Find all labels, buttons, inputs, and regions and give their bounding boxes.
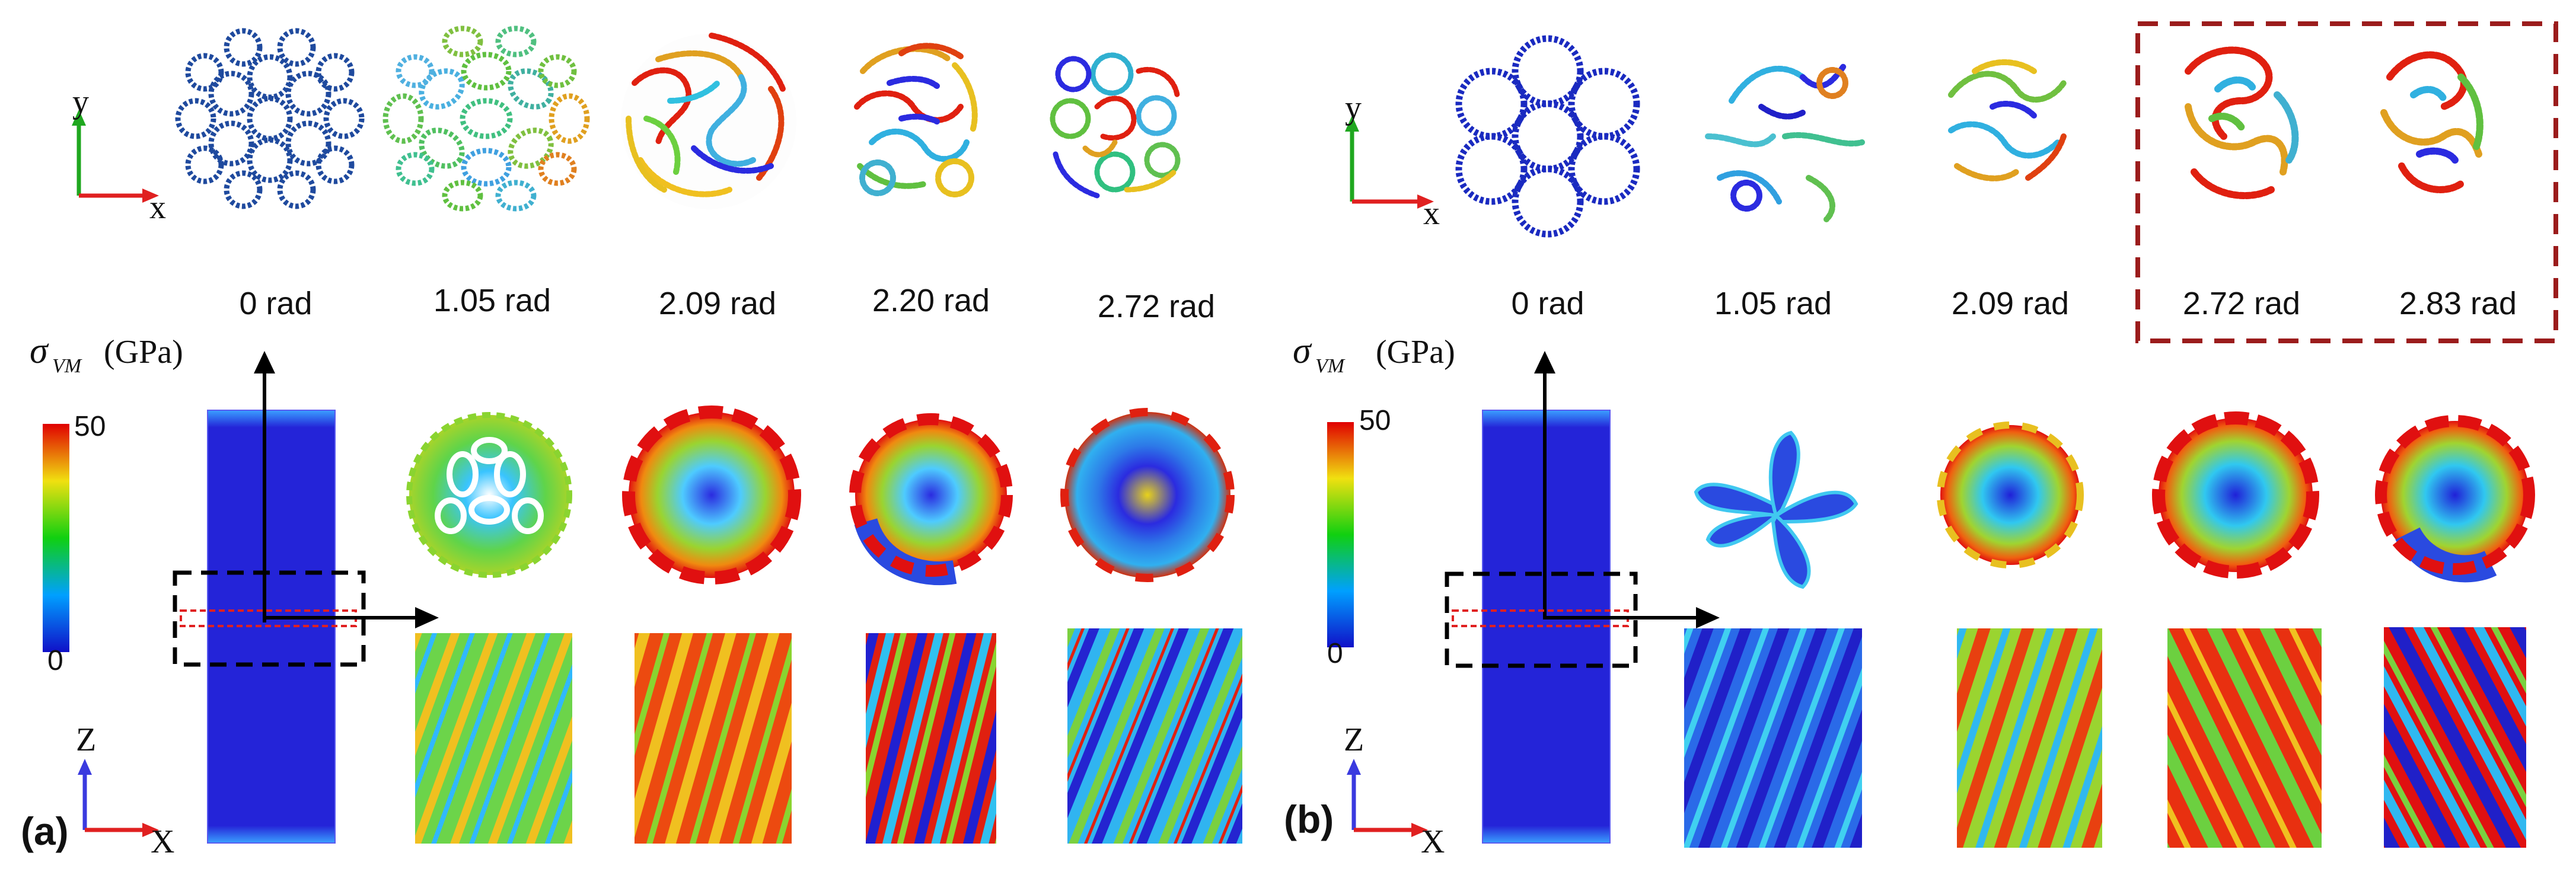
top-view-a-3 (622, 405, 801, 585)
cross-section-a-1 (175, 28, 365, 209)
side-view-a-3 (635, 633, 792, 844)
axis-x-label-b: x (1423, 195, 1440, 232)
axis-y-label-b: y (1345, 90, 1362, 126)
side-view-a-2 (415, 633, 572, 844)
axes-zx-b: Z X (1344, 721, 1445, 860)
colorbar-symbol-a: σ (30, 331, 49, 371)
angle-label-a-1: 0 rad (239, 286, 312, 321)
angle-label-a-3: 2.09 rad (659, 286, 776, 321)
axes-xy-a: y x (72, 84, 166, 226)
panel-a: y x (21, 25, 1242, 860)
cross-section-a-2 (382, 25, 590, 212)
angle-label-a-4: 2.20 rad (872, 283, 990, 318)
colorbar-subscript-b: VM (1315, 355, 1346, 377)
colorbar-gradient-a (43, 424, 69, 652)
axes-xy-b: y x (1345, 90, 1440, 232)
side-view-a-4 (866, 633, 996, 844)
side-view-b-4 (2167, 628, 2322, 848)
side-view-b-5 (2384, 627, 2526, 848)
cross-section-b-2 (1705, 62, 1865, 222)
cross-section-b-3 (1948, 59, 2067, 181)
cross-section-a-3 (621, 33, 796, 209)
angle-label-a-2: 1.05 rad (433, 283, 551, 318)
colorbar-unit-a: (GPa) (104, 334, 183, 371)
top-view-a-4 (849, 413, 1013, 586)
top-view-b-4 (2152, 411, 2319, 579)
axis-x2-label-a: X (151, 823, 174, 860)
colorbar-gradient-b (1327, 422, 1354, 647)
angle-label-b-3: 2.09 rad (1952, 286, 2069, 321)
zoom-box-a (173, 570, 366, 667)
top-view-b-2 (1694, 430, 1858, 589)
colorbar-symbol-b: σ (1293, 331, 1312, 371)
nanotube-column-b (1445, 351, 1720, 844)
zoom-box-b (1445, 571, 1638, 668)
panel-label-a: (a) (21, 809, 69, 853)
cross-section-b-5 (2380, 51, 2483, 193)
angle-label-b-2: 1.05 rad (1714, 286, 1832, 321)
colorbar-max-b: 50 (1359, 405, 1391, 436)
side-view-a-5 (1067, 628, 1242, 844)
panel-label-b: (b) (1284, 797, 1334, 841)
side-view-b-2 (1684, 628, 1862, 848)
cross-section-b-4 (2185, 46, 2299, 199)
cross-section-a-5 (1050, 52, 1181, 199)
angle-label-b-5: 2.83 rad (2399, 286, 2517, 321)
axes-zx-a: Z X (76, 721, 174, 860)
top-view-b-5 (2375, 415, 2535, 583)
colorbar-subscript-a: VM (52, 355, 82, 377)
panel-b: y x (1284, 21, 2558, 860)
angle-label-a-5: 2.72 rad (1098, 289, 1215, 324)
axis-x2-label-b: X (1421, 823, 1445, 860)
cross-section-b-1 (1455, 35, 1640, 238)
colorbar-b: σ VM (GPa) 50 0 (1293, 331, 1455, 669)
axis-z-label-b: Z (1344, 721, 1364, 758)
nanotube-column-a (173, 351, 439, 844)
axis-x-label-a: x (149, 189, 166, 226)
angle-label-b-4: 2.72 rad (2183, 286, 2300, 321)
colorbar-a: σ VM (GPa) 50 0 (30, 331, 183, 676)
top-view-b-3 (1937, 421, 2084, 569)
side-view-b-3 (1957, 628, 2102, 848)
highlight-box (2135, 21, 2558, 343)
cross-section-a-4 (854, 43, 978, 197)
angle-label-b-1: 0 rad (1511, 286, 1584, 321)
colorbar-min-b: 0 (1327, 638, 1343, 669)
colorbar-min-a: 0 (47, 645, 63, 676)
axis-z-label-a: Z (76, 721, 96, 758)
top-view-a-5 (1060, 408, 1235, 582)
axis-y-label-a: y (72, 84, 89, 120)
colorbar-unit-b: (GPa) (1376, 334, 1455, 371)
colorbar-max-a: 50 (74, 411, 106, 442)
top-view-a-2 (406, 412, 572, 578)
